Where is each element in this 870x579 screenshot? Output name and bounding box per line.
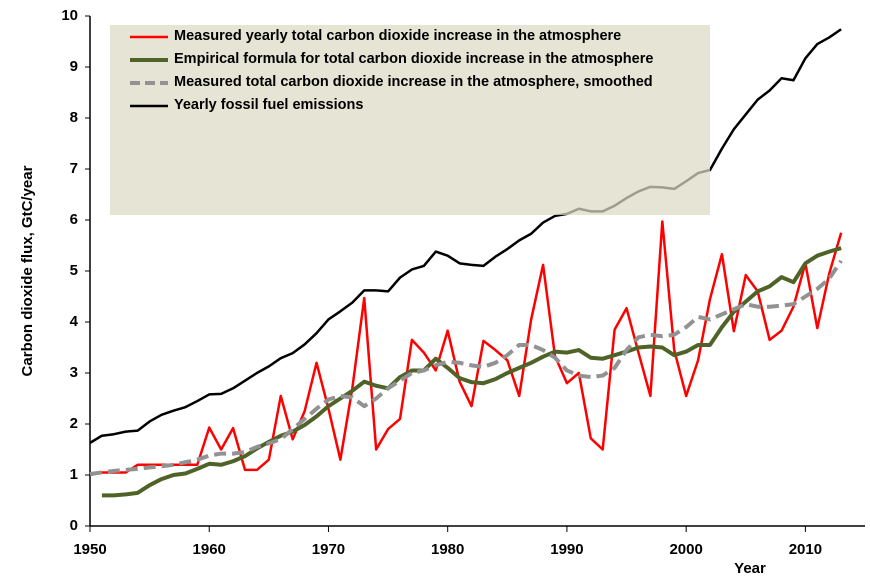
x-tick-label: 1990 — [550, 541, 583, 558]
legend-swatch — [130, 104, 168, 108]
legend-label: Measured yearly total carbon dioxide inc… — [174, 28, 622, 44]
legend-label: Measured total carbon dioxide increase i… — [174, 74, 653, 90]
legend-swatch — [130, 35, 168, 39]
legend: Measured yearly total carbon dioxide inc… — [110, 25, 710, 215]
y-tick-label: 10 — [61, 7, 78, 24]
y-tick-label: 5 — [70, 262, 78, 279]
series-line — [89, 259, 843, 476]
legend-entry: Measured yearly total carbon dioxide inc… — [128, 27, 700, 46]
y-axis-label: Carbon dioxide flux, GtC/year — [19, 165, 36, 376]
legend-entry: Yearly fossil fuel emissions — [128, 96, 700, 115]
legend-entry: Empirical formula for total carbon dioxi… — [128, 50, 700, 69]
x-tick-label: 1960 — [193, 541, 226, 558]
x-tick-label: 1980 — [431, 541, 464, 558]
x-axis-label: Year — [734, 560, 766, 577]
y-tick-label: 2 — [70, 415, 78, 432]
x-tick-label: 2010 — [789, 541, 822, 558]
x-tick-label: 1970 — [312, 541, 345, 558]
series-line — [89, 220, 843, 477]
legend-swatch — [130, 58, 168, 62]
y-tick-label: 8 — [70, 109, 78, 126]
legend-entry: Measured total carbon dioxide increase i… — [128, 73, 700, 92]
y-tick-label: 6 — [70, 211, 78, 228]
series-line — [101, 246, 842, 498]
x-tick-label: 1950 — [73, 541, 106, 558]
y-tick-label: 0 — [70, 517, 78, 534]
y-tick-label: 1 — [70, 466, 78, 483]
x-tick-label: 2000 — [669, 541, 702, 558]
y-tick-label: 4 — [70, 313, 79, 330]
y-tick-label: 7 — [70, 160, 78, 177]
legend-swatch — [130, 81, 168, 85]
legend-label: Yearly fossil fuel emissions — [174, 97, 364, 113]
legend-label: Empirical formula for total carbon dioxi… — [174, 51, 654, 67]
series-line — [89, 28, 842, 444]
y-tick-label: 9 — [70, 58, 78, 75]
y-tick-label: 3 — [70, 364, 78, 381]
